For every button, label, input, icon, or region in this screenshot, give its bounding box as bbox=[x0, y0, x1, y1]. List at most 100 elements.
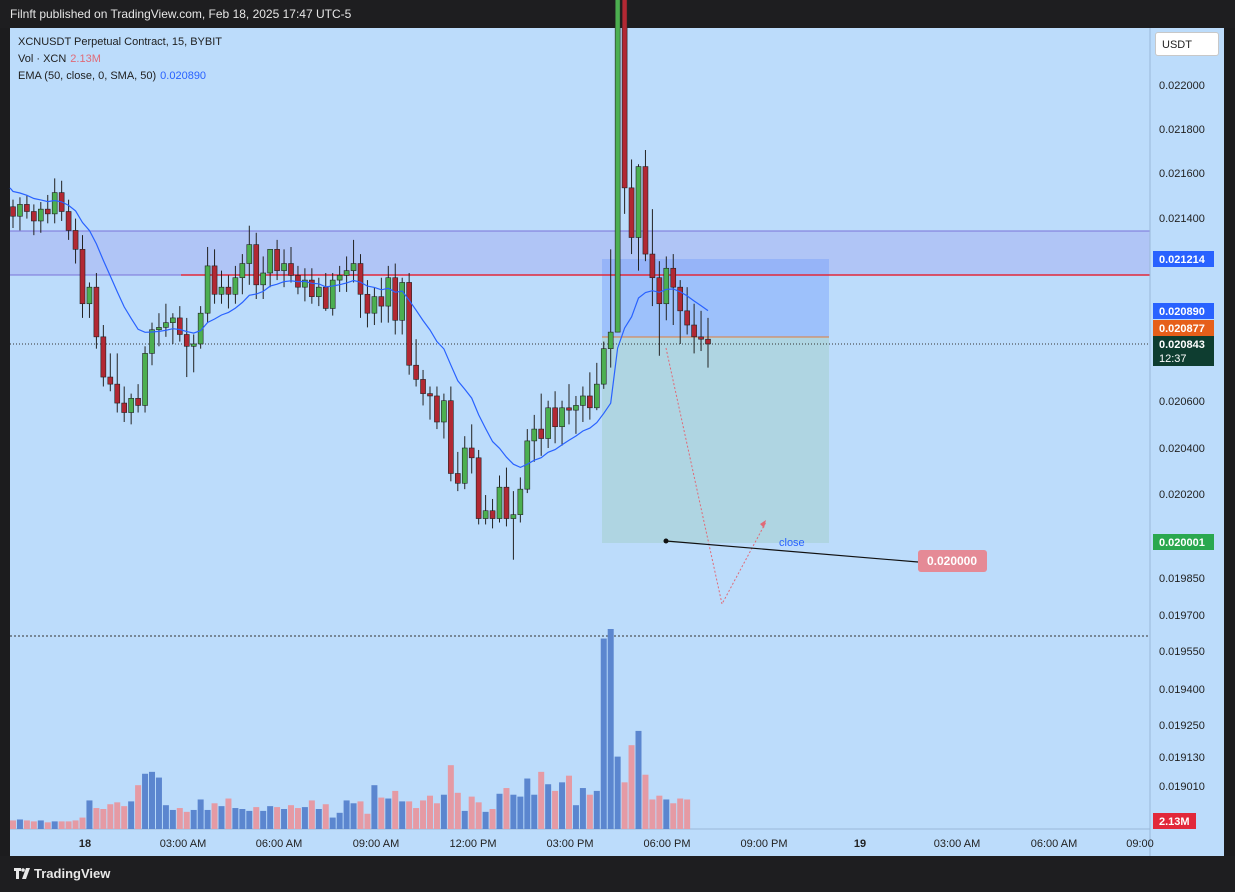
candle bbox=[232, 277, 239, 295]
candle bbox=[44, 208, 51, 215]
volume-bar bbox=[246, 810, 253, 829]
price-badge-text: 0.020877 bbox=[1159, 323, 1205, 335]
y-tick-label: 0.020200 bbox=[1159, 489, 1205, 501]
x-tick-label: 03:00 PM bbox=[546, 838, 593, 850]
volume-bar bbox=[301, 807, 308, 829]
volume-bar bbox=[274, 807, 281, 829]
candle bbox=[482, 510, 489, 519]
candle bbox=[163, 322, 169, 328]
projection-path bbox=[665, 347, 767, 606]
y-tick-label: 0.019850 bbox=[1159, 573, 1205, 585]
x-tick-label: 06:00 AM bbox=[256, 838, 302, 850]
ema-line bbox=[9, 187, 709, 469]
candle bbox=[663, 267, 670, 305]
volume-bar bbox=[628, 745, 635, 829]
candle bbox=[281, 263, 287, 271]
candle bbox=[635, 166, 642, 238]
volume-bar bbox=[44, 822, 51, 829]
volume-bar bbox=[684, 799, 691, 829]
x-tick-label: 19 bbox=[854, 838, 866, 850]
volume-bar bbox=[322, 804, 329, 829]
volume-bar bbox=[281, 809, 288, 829]
volume-bar bbox=[86, 800, 93, 829]
candle bbox=[260, 272, 267, 286]
candle bbox=[156, 327, 162, 331]
volume-bar bbox=[642, 774, 649, 829]
candle bbox=[454, 473, 461, 484]
candle bbox=[315, 286, 322, 297]
volume-bar bbox=[677, 798, 684, 829]
candle bbox=[691, 324, 697, 338]
volume-bar bbox=[37, 820, 44, 829]
volume-bar bbox=[329, 817, 336, 829]
y-tick-label: 0.019250 bbox=[1159, 720, 1205, 732]
candle bbox=[142, 353, 148, 406]
volume-bar bbox=[572, 805, 579, 829]
volume-bar bbox=[538, 771, 545, 829]
volume-bar bbox=[663, 799, 670, 829]
candle bbox=[580, 395, 586, 406]
volume-bar bbox=[267, 806, 274, 829]
volume-bar bbox=[155, 777, 162, 829]
candle bbox=[378, 296, 385, 307]
target-badge bbox=[918, 550, 987, 572]
candle bbox=[649, 253, 656, 279]
price-badge-text: 0.020890 bbox=[1159, 306, 1205, 318]
candle bbox=[573, 405, 579, 411]
volume-bar bbox=[489, 809, 496, 829]
volume-bar bbox=[468, 796, 475, 829]
volume-bar bbox=[482, 811, 489, 829]
volume-bar bbox=[670, 803, 677, 829]
candle bbox=[128, 398, 134, 413]
x-tick-label: 18 bbox=[79, 838, 91, 850]
volume-bar bbox=[176, 808, 183, 829]
price-badge-target bbox=[1153, 534, 1214, 550]
x-tick-label: 06:00 AM bbox=[1031, 838, 1077, 850]
volume-bar bbox=[260, 810, 267, 829]
volume-bar bbox=[294, 808, 301, 829]
candle bbox=[65, 211, 72, 231]
candle bbox=[253, 244, 260, 286]
candle bbox=[656, 277, 663, 305]
candle bbox=[114, 383, 121, 404]
candle bbox=[448, 400, 454, 474]
volume-bar bbox=[378, 797, 385, 829]
candle bbox=[607, 331, 614, 349]
volume-bar bbox=[392, 790, 399, 829]
volume-bar bbox=[58, 821, 65, 829]
candle bbox=[336, 275, 343, 281]
candle bbox=[628, 187, 635, 238]
volume-bar bbox=[656, 795, 663, 829]
y-tick-label: 0.019400 bbox=[1159, 684, 1205, 696]
volume-bar bbox=[288, 805, 294, 829]
volume-bar bbox=[524, 778, 531, 829]
reward-zone bbox=[602, 337, 829, 543]
volume-bar bbox=[218, 806, 225, 829]
volume-bar bbox=[357, 801, 364, 829]
trendline-anchor bbox=[663, 538, 669, 544]
x-tick-label: 12:00 PM bbox=[449, 838, 496, 850]
currency-button[interactable]: USDT bbox=[1155, 32, 1219, 56]
candle bbox=[86, 286, 93, 305]
candle bbox=[593, 383, 600, 409]
candle bbox=[31, 211, 37, 222]
volume-bar bbox=[128, 801, 135, 829]
candle bbox=[302, 279, 308, 288]
candle bbox=[239, 263, 246, 279]
volume-bar bbox=[566, 775, 572, 829]
candle bbox=[677, 286, 684, 312]
y-tick-label: 0.019010 bbox=[1159, 781, 1205, 793]
volume-bar bbox=[23, 820, 30, 829]
tradingview-icon bbox=[14, 868, 30, 879]
legend-symbol-text: XCNUSDT Perpetual Contract, 15, BYBIT bbox=[18, 36, 222, 48]
target-trendline bbox=[665, 540, 919, 563]
volume-bar bbox=[93, 808, 100, 829]
y-tick-label: 0.021400 bbox=[1159, 213, 1205, 225]
volume-bar bbox=[600, 638, 607, 829]
candle bbox=[698, 336, 704, 340]
x-tick-label: 09:00 bbox=[1126, 838, 1154, 850]
candle bbox=[566, 407, 572, 411]
volume-bar bbox=[503, 788, 510, 829]
brand-logo[interactable]: TradingView bbox=[14, 866, 110, 881]
